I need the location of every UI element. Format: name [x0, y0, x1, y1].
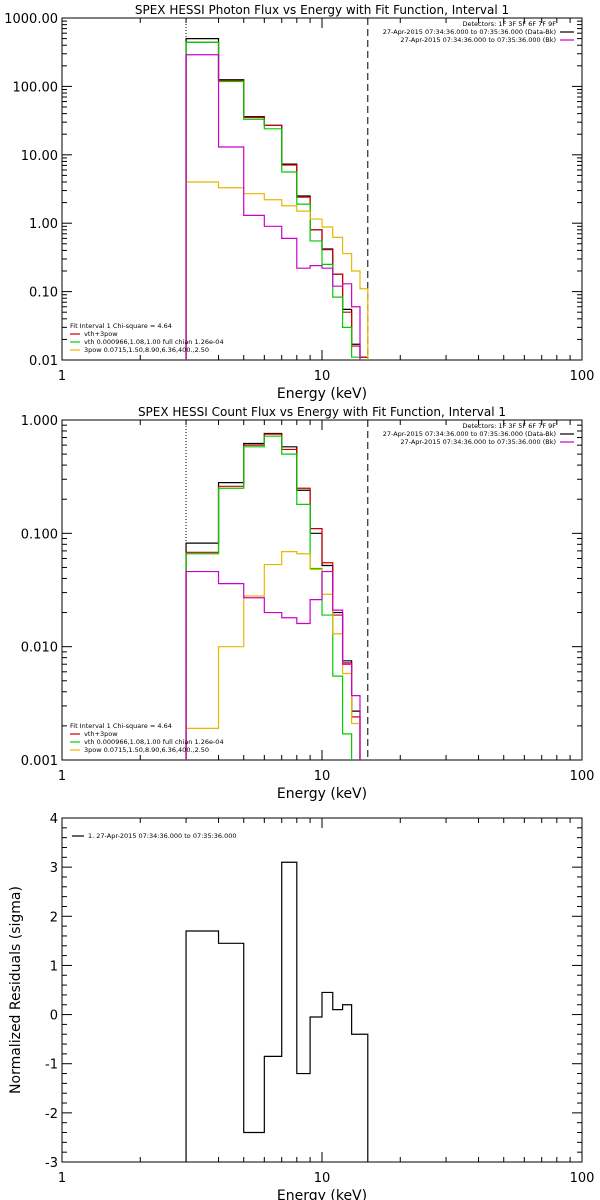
y-tick-label: 10.00 [21, 149, 58, 164]
x-tick-label: 1 [58, 769, 66, 784]
legend-bottom-left-text: Fit Interval 1 Chi-square = 4.64 [70, 322, 172, 330]
x-tick-label: 1 [58, 369, 66, 384]
y-tick-label: -3 [45, 1156, 58, 1171]
chart-panel-3: 1 10 100 -3 -2 -1 0 1 2 3 4 Energy (keV) Normalized … [8, 812, 594, 1200]
legend-top-right-text: 27-Apr-2015 07:34:36.000 to 07:35:36.000… [383, 28, 556, 36]
y-tick-label: 1000.00 [4, 12, 58, 27]
series-line-1 [185, 37, 369, 360]
x-tick-label: 10 [314, 369, 331, 384]
series-line-3 [185, 435, 353, 760]
series-line-4 [185, 181, 369, 360]
legend-bottom-left-text: vth+3pow [84, 730, 118, 738]
series-group [185, 861, 369, 1162]
legend-bottom-left-text: 3pow 0.0715,1.50,8.90,6.36,400.,2.50 [84, 346, 209, 354]
legend-top-right-text: 27-Apr-2015 07:34:36.000 to 07:35:36.000… [383, 430, 556, 438]
x-tick-label: 100 [570, 769, 595, 784]
x-axis-label: Energy (keV) [277, 386, 367, 402]
y-tick-label: 0.10 [29, 286, 58, 301]
x-tick-label: 1 [58, 1171, 66, 1186]
y-tick-label: 3 [50, 861, 58, 876]
x-tick-label: 10 [314, 769, 331, 784]
x-tick-label: 100 [570, 1171, 595, 1186]
legend-bottom-left-text: 3pow 0.0715,1.50,8.90,6.36,400.,2.50 [84, 746, 209, 754]
y-tick-label: 1.00 [29, 217, 58, 232]
series-group [185, 432, 361, 760]
legend-bottom-left-text: Fit Interval 1 Chi-square = 4.64 [70, 722, 172, 730]
y-tick-label: 1.000 [21, 414, 58, 429]
legend-top-left-text: 1. 27-Apr-2015 07:34:36.000 to 07:35:36.… [88, 832, 237, 840]
x-tick-label: 10 [314, 1171, 331, 1186]
y-tick-label: 4 [50, 812, 58, 827]
plot-frame [61, 817, 583, 1163]
y-tick-label: 0.001 [21, 754, 58, 769]
y-tick-label: -2 [45, 1107, 58, 1122]
x-tick-label: 100 [570, 369, 595, 384]
y-tick-label: 0.100 [21, 527, 58, 542]
series-line-5 [185, 54, 361, 360]
series-line-4 [185, 550, 361, 760]
chart-panel-2: SPEX HESSI Count Flux vs Energy with Fit… [21, 405, 595, 802]
chart-title: SPEX HESSI Count Flux vs Energy with Fit… [138, 405, 506, 419]
series-line-2 [185, 41, 369, 360]
y-axis-label: Normalized Residuals (sigma) [8, 886, 24, 1094]
chart-panel-1: SPEX HESSI Photon Flux vs Energy with Fi… [4, 3, 594, 402]
y-tick-label: 0.010 [21, 641, 58, 656]
y-tick-label: 0.01 [29, 354, 58, 369]
legend-top-right-text: 27-Apr-2015 07:34:36.000 to 07:35:36.000… [400, 36, 556, 44]
legend-bottom-left-text: vth 0.000966,1.08,1.00 full chian 1.26e-… [84, 338, 224, 346]
legend-top-right-text: Detectors: 1F 3F 5F 6F 7F 9F [462, 20, 556, 28]
plot-frame [61, 17, 583, 361]
y-tick-label: -1 [45, 1058, 58, 1073]
x-axis-label: Energy (keV) [277, 786, 367, 802]
y-tick-label: 0 [50, 1009, 58, 1024]
y-tick-label: 100.00 [13, 80, 59, 95]
legend-top-right-text: 27-Apr-2015 07:34:36.000 to 07:35:36.000… [400, 438, 556, 446]
legend-bottom-left-text: vth 0.000966,1.08,1.00 full chian 1.26e-… [84, 738, 224, 746]
chart-title: SPEX HESSI Photon Flux vs Energy with Fi… [135, 3, 509, 17]
y-tick-label: 1 [50, 959, 58, 974]
y-tick-label: 2 [50, 910, 58, 925]
series-line-5 [185, 570, 361, 760]
series-line-3 [185, 41, 361, 360]
series-line-1 [185, 861, 369, 1162]
legend-top-right-text: Detectors: 1F 3F 5F 6F 7F 9F [462, 422, 556, 430]
x-axis-label: Energy (keV) [277, 1188, 367, 1200]
legend-bottom-left-text: vth+3pow [84, 330, 118, 338]
series-group [185, 37, 369, 360]
